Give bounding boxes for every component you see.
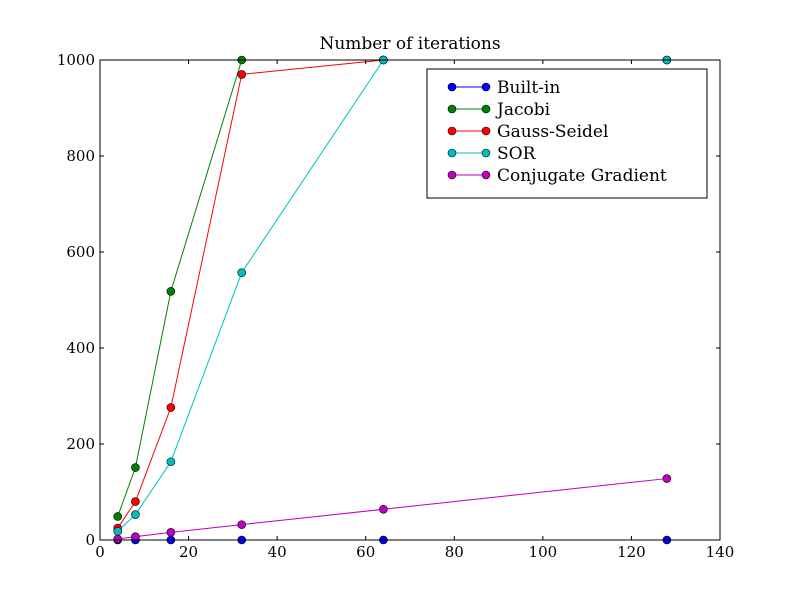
y-tick-label: 1000 (57, 51, 95, 69)
data-point (237, 70, 247, 79)
x-tick-label: 60 (356, 543, 375, 561)
data-point (166, 457, 176, 467)
legend-marker (447, 104, 457, 114)
legend-entry: Gauss-Seidel (447, 122, 608, 142)
legend-label: SOR (497, 144, 537, 164)
legend-label: Gauss-Seidel (497, 122, 608, 142)
data-point (166, 287, 176, 296)
legend-entry: SOR (447, 144, 537, 164)
series-conjugate-gradient (113, 474, 672, 544)
y-tick-label: 600 (66, 243, 95, 261)
legend-marker (447, 170, 457, 180)
y-tick-label: 0 (85, 531, 95, 549)
data-point (113, 534, 123, 544)
x-tick-label: 120 (617, 543, 646, 561)
data-point (166, 403, 176, 412)
data-point (113, 527, 123, 536)
x-tick-label: 20 (179, 543, 198, 561)
legend-label: Jacobi (495, 100, 551, 120)
legend-marker (481, 170, 491, 180)
x-tick-label: 140 (706, 543, 735, 561)
legend-label: Built-in (497, 78, 560, 98)
legend-entry: Jacobi (447, 100, 551, 120)
legend-marker (447, 82, 457, 92)
data-point (379, 504, 388, 514)
y-tick-label: 400 (66, 339, 95, 357)
data-point (131, 463, 140, 472)
legend-marker (447, 126, 457, 136)
plot-frame (99, 59, 721, 541)
legend-box (426, 68, 708, 199)
legend-marker (481, 104, 491, 114)
data-point (662, 474, 672, 483)
legend-marker (481, 148, 491, 158)
data-point (131, 510, 140, 519)
x-tick-label: 0 (95, 543, 105, 561)
legend-marker (481, 82, 491, 92)
data-point (237, 520, 247, 529)
data-point (166, 528, 176, 537)
x-tick-label: 80 (445, 543, 464, 561)
legend-marker (447, 148, 457, 158)
data-point (131, 497, 140, 506)
data-point (131, 532, 140, 541)
y-tick-label: 800 (66, 147, 95, 165)
data-point (113, 512, 123, 521)
legend-marker (481, 126, 491, 136)
data-point (237, 268, 247, 277)
legend-entry: Conjugate Gradient (447, 166, 667, 186)
legend-entry: Built-in (447, 78, 560, 98)
legend-label: Conjugate Gradient (497, 166, 667, 186)
x-tick-label: 100 (529, 543, 558, 561)
tick-layer: 0 20 40 60 80 100 120 140 0 200 400 600 800 1000 (57, 51, 735, 561)
x-tick-label: 40 (268, 543, 287, 561)
y-tick-label: 200 (66, 435, 95, 453)
chart-title: Number of iterations (319, 34, 500, 54)
